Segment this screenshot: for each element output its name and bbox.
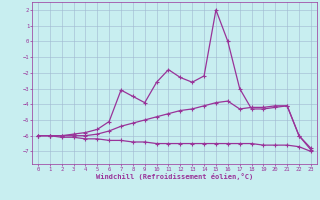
X-axis label: Windchill (Refroidissement éolien,°C): Windchill (Refroidissement éolien,°C) (96, 173, 253, 180)
